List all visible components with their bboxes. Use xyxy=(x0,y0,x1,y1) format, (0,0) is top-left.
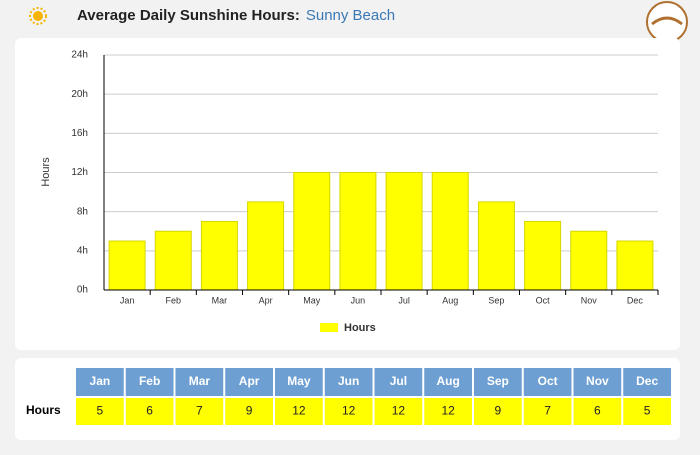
table-header-label: Sep xyxy=(487,374,509,388)
table-header-label: Mar xyxy=(189,374,211,388)
x-tick-label: Apr xyxy=(259,295,273,305)
table-value: 12 xyxy=(441,404,455,418)
bar xyxy=(247,201,285,291)
y-tick-label: 24h xyxy=(71,50,88,61)
table-header-label: Jul xyxy=(390,374,407,388)
table-value: 12 xyxy=(342,404,356,418)
x-tick-label: Dec xyxy=(627,295,644,305)
table-header-cell xyxy=(523,368,572,396)
table-header-cell xyxy=(324,368,373,396)
y-tick-label: 16h xyxy=(71,128,88,139)
bar xyxy=(200,220,238,291)
legend-swatch xyxy=(320,323,338,332)
table-header-cell xyxy=(374,368,423,396)
table-header-cell xyxy=(474,368,522,396)
bar xyxy=(524,220,562,291)
y-tick-label: 12h xyxy=(71,167,88,178)
title: Average Daily Sunshine Hours: Sunny Beach xyxy=(77,7,395,24)
table-value: 9 xyxy=(246,404,253,418)
x-tick-label: Jun xyxy=(351,295,366,305)
table-value-cell xyxy=(474,398,522,425)
table-header-label: Feb xyxy=(139,374,160,388)
bar xyxy=(385,172,423,291)
title-text: Average Daily Sunshine Hours: xyxy=(77,7,300,24)
table-header-cell xyxy=(76,368,124,396)
table-header-cell xyxy=(623,368,671,396)
table-value-cell xyxy=(76,398,124,425)
table-value-cell xyxy=(374,398,423,425)
x-tick-label: May xyxy=(303,295,321,305)
y-tick-label: 20h xyxy=(71,89,88,100)
table-header-label: Dec xyxy=(636,374,658,388)
x-tick-label: Sep xyxy=(488,295,504,305)
bar xyxy=(154,230,192,291)
x-tick-label: Nov xyxy=(581,295,598,305)
x-tick-label: Jan xyxy=(120,295,135,305)
table-header-label: Jun xyxy=(338,374,359,388)
table-header-label: Oct xyxy=(538,374,558,388)
table-value-cell xyxy=(573,398,622,425)
x-tick-label: Feb xyxy=(165,295,181,305)
bar xyxy=(477,201,515,291)
table-value-cell xyxy=(424,398,472,425)
x-tick-label: Aug xyxy=(442,295,458,305)
x-tick-label: Mar xyxy=(212,295,228,305)
table-header-label: Nov xyxy=(586,374,609,388)
table-header-label: Apr xyxy=(239,374,260,388)
table-value: 5 xyxy=(644,404,651,418)
table-value-cell xyxy=(324,398,373,425)
sun-icon xyxy=(29,7,47,25)
table-value: 6 xyxy=(594,404,601,418)
table-value: 7 xyxy=(544,404,551,418)
table-value-cell xyxy=(225,398,273,425)
table-header-label: Jan xyxy=(90,374,111,388)
table-value-cell xyxy=(275,398,323,425)
table-value: 12 xyxy=(292,404,306,418)
y-tick-label: 8h xyxy=(77,206,88,217)
bar xyxy=(431,172,469,291)
table-value: 12 xyxy=(392,404,406,418)
bar xyxy=(293,172,331,291)
bar xyxy=(339,172,377,291)
table-header-cell xyxy=(573,368,622,396)
table-header-label: Aug xyxy=(436,374,459,388)
table-header-cell xyxy=(225,368,273,396)
logo xyxy=(646,1,688,43)
table-value-cell xyxy=(523,398,572,425)
table-value: 5 xyxy=(97,404,104,418)
table-header-cell xyxy=(175,368,224,396)
x-tick-label: Jul xyxy=(398,295,410,305)
y-tick-label: 0h xyxy=(77,285,88,296)
location: Sunny Beach xyxy=(306,7,395,24)
y-axis-label: Hours xyxy=(40,157,52,187)
bar xyxy=(616,240,654,291)
bar xyxy=(570,230,608,291)
table-value-cell xyxy=(125,398,174,425)
table-header-cell xyxy=(275,368,323,396)
table-row-label: Hours xyxy=(26,403,61,417)
table-header-cell xyxy=(424,368,472,396)
table-value: 9 xyxy=(495,404,502,418)
table-value: 7 xyxy=(196,404,203,418)
table-header-cell xyxy=(125,368,174,396)
bar xyxy=(108,240,146,291)
table-value: 6 xyxy=(146,404,153,418)
table-header-label: May xyxy=(287,374,311,388)
x-tick-label: Oct xyxy=(536,295,551,305)
y-tick-label: 4h xyxy=(77,245,88,256)
table-value-cell xyxy=(175,398,224,425)
legend-label: Hours xyxy=(344,322,376,334)
table-value-cell xyxy=(623,398,671,425)
